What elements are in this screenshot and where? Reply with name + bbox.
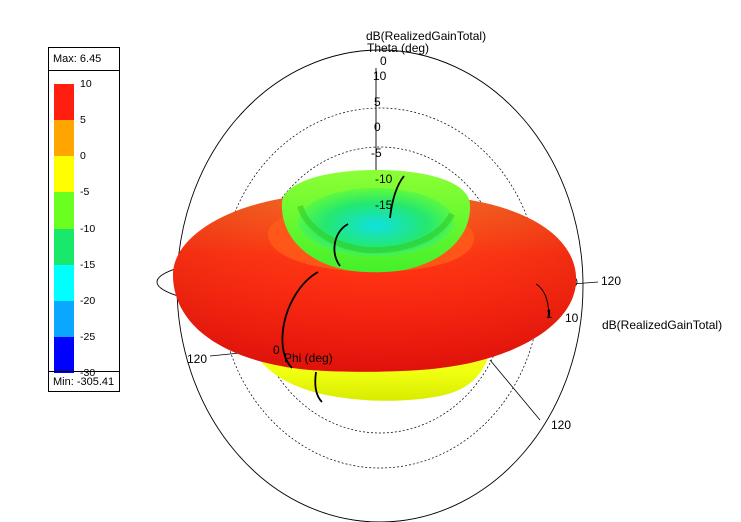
radial-tick-minus15: -15 — [375, 198, 393, 212]
legend-tick-label: 10 — [80, 78, 92, 90]
color-legend: Max: 6.45 10 5 0 -5 -10 -15 -20 -25 -30 Min: -30… — [48, 47, 120, 392]
legend-band — [54, 300, 74, 337]
legend-tick-label: -30 — [80, 367, 96, 379]
right-axis-10: 10 — [565, 311, 579, 325]
radial-tick-5: 5 — [374, 95, 381, 109]
legend-band — [54, 192, 74, 229]
theta-zero-label: 0 — [380, 54, 387, 68]
legend-band — [54, 336, 74, 373]
radial-tick-minus5: -5 — [371, 146, 382, 160]
quantity-label-top: dB(RealizedGainTotal) — [366, 29, 487, 43]
legend-band — [54, 156, 74, 193]
legend-tick-label: -25 — [80, 330, 96, 343]
legend-band — [54, 228, 74, 265]
right-axis-label: dB(RealizedGainTotal) — [602, 318, 723, 332]
legend-tick-label: -20 — [80, 294, 96, 307]
legend-max-label: Max: 6.45 — [49, 48, 119, 71]
right-axis-120: 120 — [601, 274, 622, 288]
radial-tick-10: 10 — [373, 69, 387, 83]
radial-tick-minus10: -10 — [375, 172, 393, 186]
theta-axis-label: Theta (deg) — [367, 41, 430, 55]
right-axis-1: 1 — [546, 307, 553, 321]
upper-lobe — [281, 170, 471, 273]
legend-tick-label: -10 — [80, 222, 96, 235]
legend-band — [54, 84, 74, 121]
legend-tick-label: 0 — [80, 150, 86, 163]
legend-tick-label: 5 — [80, 114, 86, 127]
radial-tick-0: 0 — [374, 120, 381, 134]
legend-tick-label: -5 — [80, 186, 90, 199]
left-120-label: 120 — [187, 352, 208, 366]
legend-band — [54, 264, 74, 301]
phi-axis-label: Phi (deg) — [284, 351, 333, 365]
bottom-120-label: 120 — [551, 418, 572, 432]
legend-tick-label: -15 — [80, 258, 96, 271]
legend-min-label: Min: -305.41 — [49, 371, 119, 391]
legend-color-scale — [54, 84, 74, 373]
legend-band — [54, 120, 74, 157]
phi-zero-label: 0 — [273, 343, 280, 357]
